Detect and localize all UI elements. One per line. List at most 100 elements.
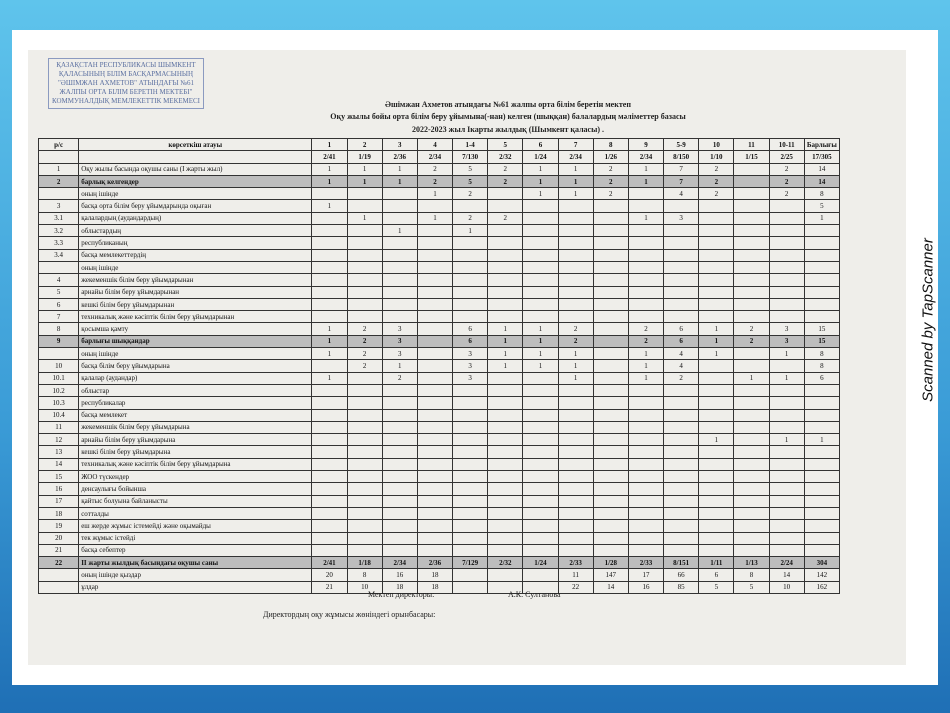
row-number: 18: [37, 506, 80, 521]
cell: [627, 470, 665, 484]
cell: [452, 506, 489, 521]
cell: [627, 506, 665, 521]
cell: [592, 445, 629, 459]
row-label: оның ішінде: [78, 187, 313, 201]
cell: [768, 494, 805, 508]
cell: [346, 285, 383, 299]
class-count: 7/130: [452, 150, 489, 164]
cell: [487, 310, 524, 324]
cell: [627, 445, 665, 459]
cell: 17: [627, 568, 665, 582]
cell: [452, 519, 489, 533]
cell: [416, 383, 454, 398]
cell: 1: [311, 371, 348, 385]
cell: [768, 445, 805, 459]
cell: [698, 531, 735, 545]
row-number: 21: [37, 543, 80, 558]
cell: [592, 371, 629, 385]
cell: [487, 494, 524, 508]
cell: [803, 383, 841, 398]
column-header: 5-9: [663, 137, 700, 152]
cell: [557, 494, 594, 508]
cell: [487, 285, 524, 299]
cell: [663, 199, 700, 213]
cell: [663, 248, 700, 262]
cell: [592, 199, 629, 213]
cell: 2: [663, 371, 700, 385]
cell: [768, 482, 805, 496]
cell: 10: [768, 580, 805, 594]
cell: [381, 543, 418, 558]
table-row: 9 барлығы шыққандар 1 2 3 6 1 1 2 2 6 1 2 3 15: [37, 334, 841, 349]
cell: 2: [416, 174, 454, 189]
cell: 1: [557, 359, 594, 373]
cell: [557, 236, 594, 250]
cell: 1: [698, 433, 735, 447]
cell: [311, 359, 348, 373]
table-row: 2 барлық келгендер 1 1 1 2 5 2 1 1 2 1 7 2 2 14: [37, 174, 841, 189]
row-label: басқа білім беру ұйымдарына: [78, 359, 313, 373]
row-number: 17: [37, 494, 80, 508]
cell: 1: [311, 334, 348, 349]
stamp: ҚАЗАҚСТАН РЕСПУБЛИКАСЫ ШЫМКЕНТ ҚАЛАСЫНЫҢ…: [48, 58, 204, 109]
cell: [522, 199, 559, 213]
cell: [311, 506, 348, 521]
cell: [768, 408, 805, 422]
cell: [522, 310, 559, 324]
row-label: ІІ жарты жылдық басындағы оқушы саны: [78, 556, 313, 570]
cell: [803, 543, 841, 558]
cell: 147: [592, 568, 629, 582]
cell: [663, 531, 700, 545]
cell: [452, 420, 489, 435]
cell: [522, 211, 559, 226]
cell: [803, 531, 841, 545]
cell: [698, 310, 735, 324]
cell: [416, 396, 454, 410]
cell: [557, 470, 594, 484]
cell: [768, 273, 805, 287]
cell: [381, 470, 418, 484]
cell: 5: [733, 580, 770, 594]
cell: 1: [768, 347, 805, 361]
cell: [452, 310, 489, 324]
table-row: 19 еш жерде жұмыс істемейді және оқымайды: [37, 519, 841, 533]
cell: 2: [452, 187, 489, 201]
cell: [592, 248, 629, 262]
cell: 3: [768, 322, 805, 336]
table-row: 17 қайтыс болуына байланысты: [37, 494, 841, 508]
cell: [627, 433, 665, 447]
cell: [627, 310, 665, 324]
cell: [452, 568, 489, 582]
cell: [487, 396, 524, 410]
cell: [663, 310, 700, 324]
cell: [663, 297, 700, 312]
cell: [452, 482, 489, 496]
cell: 8: [346, 568, 383, 582]
cell: 18: [416, 580, 454, 594]
cell: [592, 519, 629, 533]
cell: 2: [733, 322, 770, 336]
cell: [452, 494, 489, 508]
cell: [452, 248, 489, 262]
table-row: 1 Оқу жылы басында оқушы саны (І жарты жы…: [37, 162, 841, 176]
row-number: [37, 347, 80, 361]
table-row: 12 арнайы білім беру ұйымдарына 1 1 1: [37, 433, 841, 447]
cell: [311, 470, 348, 484]
cell: [733, 248, 770, 262]
cell: [311, 433, 348, 447]
cell: [627, 297, 665, 312]
cell: [803, 420, 841, 435]
cell: [487, 408, 524, 422]
cell: [522, 273, 559, 287]
row-number: 8: [37, 322, 80, 336]
cell: [346, 482, 383, 496]
period: 2022-2023 жыл Ікарты жылдық (Шымкент қал…: [411, 125, 605, 134]
cell: [627, 482, 665, 496]
row-number: [37, 580, 80, 594]
cell: [381, 408, 418, 422]
cell: 2: [698, 162, 735, 176]
row-number: 5: [37, 285, 80, 299]
cell: [627, 224, 665, 238]
cell: [416, 408, 454, 422]
cell: [381, 506, 418, 521]
